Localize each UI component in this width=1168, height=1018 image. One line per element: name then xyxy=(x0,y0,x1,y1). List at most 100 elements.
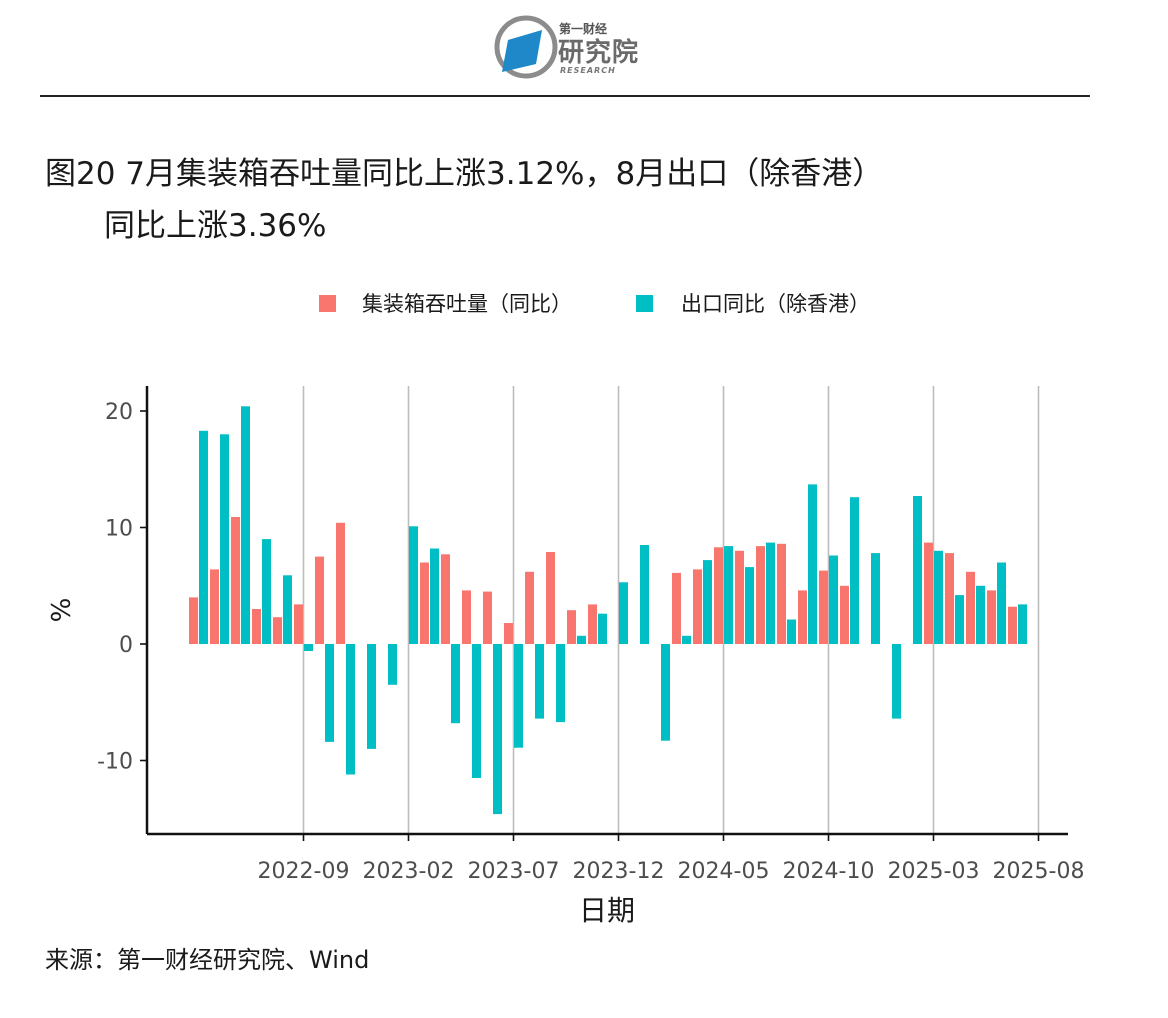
bar-throughput xyxy=(966,571,975,644)
bar-throughput xyxy=(777,543,786,644)
legend-label-export: 出口同比（除香港） xyxy=(681,292,870,316)
bar-export xyxy=(598,613,607,644)
x-axis-title: 日期 xyxy=(579,894,635,927)
bar-throughput xyxy=(210,569,219,644)
bar-export xyxy=(934,550,943,644)
bar-export xyxy=(997,562,1006,644)
bar-export xyxy=(367,644,376,749)
y-tick-label: 0 xyxy=(119,633,133,658)
bar-throughput xyxy=(483,591,492,644)
bar-export xyxy=(871,553,880,644)
bar-export xyxy=(220,434,229,644)
bar-throughput xyxy=(1008,606,1017,644)
x-tick-label: 2024-10 xyxy=(783,859,875,884)
bar-export xyxy=(619,582,628,644)
bar-throughput xyxy=(294,604,303,644)
bar-export xyxy=(955,595,964,644)
y-tick-label: 20 xyxy=(105,400,133,425)
header-rule xyxy=(40,95,1090,97)
bar-throughput xyxy=(798,590,807,644)
bar-throughput xyxy=(462,590,471,644)
bar-throughput xyxy=(714,547,723,644)
bar-export xyxy=(304,644,313,651)
x-tick-label: 2025-03 xyxy=(888,859,980,884)
legend-swatch-throughput xyxy=(319,294,336,312)
bar-throughput xyxy=(924,542,933,644)
bar-throughput xyxy=(693,569,702,644)
bar-export xyxy=(409,526,418,644)
bar-throughput xyxy=(336,522,345,644)
bar-throughput xyxy=(525,571,534,644)
bar-throughput xyxy=(735,550,744,644)
figure-title-line-2: 同比上涨3.36% xyxy=(104,208,327,244)
bar-throughput xyxy=(819,570,828,644)
x-tick-label: 2025-08 xyxy=(993,859,1085,884)
bar-export xyxy=(346,644,355,775)
bar-throughput xyxy=(504,623,513,644)
x-tick-label: 2023-12 xyxy=(573,859,665,884)
bar-throughput xyxy=(567,610,576,644)
logo: 第一财经 研究院 RESEARCH xyxy=(494,12,654,82)
legend-label-throughput: 集装箱吞吐量（同比） xyxy=(362,292,572,316)
x-tick-label: 2024-05 xyxy=(678,859,770,884)
bar-export xyxy=(535,644,544,719)
bar-export xyxy=(703,560,712,644)
bar-export xyxy=(577,635,586,644)
bar-throughput xyxy=(252,609,261,644)
bar-export xyxy=(451,644,460,724)
bar-export xyxy=(745,567,754,644)
bar-export xyxy=(787,619,796,644)
bar-export xyxy=(325,644,334,742)
x-tick-label: 2023-07 xyxy=(468,859,560,884)
bar-export xyxy=(808,484,817,644)
bar-export xyxy=(493,644,502,815)
bar-throughput xyxy=(945,553,954,644)
legend-item-export: 出口同比（除香港） xyxy=(636,288,870,318)
bar-export xyxy=(1018,604,1027,644)
y-tick-label: 10 xyxy=(105,517,133,542)
bar-export xyxy=(766,542,775,644)
logo-mark-icon xyxy=(494,15,558,79)
logo-small-text: 第一财经 xyxy=(559,22,608,36)
logo-large-text: 研究院 xyxy=(558,38,640,68)
bar-export xyxy=(388,644,397,685)
legend-item-container-throughput: 集装箱吞吐量（同比） xyxy=(319,288,572,318)
x-tick-label: 2023-02 xyxy=(363,859,455,884)
bar-export xyxy=(913,496,922,644)
bar-export xyxy=(283,575,292,644)
bar-export xyxy=(682,635,691,644)
bar-throughput xyxy=(315,556,324,644)
y-axis-title: % xyxy=(47,598,77,623)
bar-throughput xyxy=(588,604,597,644)
bar-throughput xyxy=(840,585,849,645)
chart-legend: 集装箱吞吐量（同比） 出口同比（除香港） xyxy=(0,288,1168,318)
bar-export xyxy=(262,539,271,644)
bar-export xyxy=(241,406,250,644)
logo-english-text: RESEARCH xyxy=(560,66,616,75)
bar-throughput xyxy=(273,617,282,644)
bar-export xyxy=(661,644,670,741)
bar-export xyxy=(472,644,481,778)
bar-throughput xyxy=(441,554,450,644)
bar-throughput xyxy=(189,597,198,644)
bar-throughput xyxy=(420,562,429,644)
bar-export xyxy=(829,555,838,644)
bar-export xyxy=(850,497,859,644)
bar-export xyxy=(724,546,733,644)
bar-throughput xyxy=(987,590,996,644)
y-tick-label: -10 xyxy=(97,750,133,775)
legend-swatch-export xyxy=(636,294,653,312)
bar-export xyxy=(199,430,208,644)
bar-export xyxy=(556,644,565,723)
bar-export xyxy=(976,585,985,645)
bar-export xyxy=(514,644,523,748)
x-tick-label: 2022-09 xyxy=(258,859,350,884)
figure-title-line-1: 图20 7月集装箱吞吐量同比上涨3.12%，8月出口（除香港） xyxy=(45,156,884,192)
bar-export xyxy=(892,644,901,719)
bar-throughput xyxy=(672,572,681,644)
bar-throughput xyxy=(546,552,555,644)
bar-throughput xyxy=(231,517,240,644)
bar-export xyxy=(640,545,649,644)
source-note: 来源：第一财经研究院、Wind xyxy=(45,946,370,974)
